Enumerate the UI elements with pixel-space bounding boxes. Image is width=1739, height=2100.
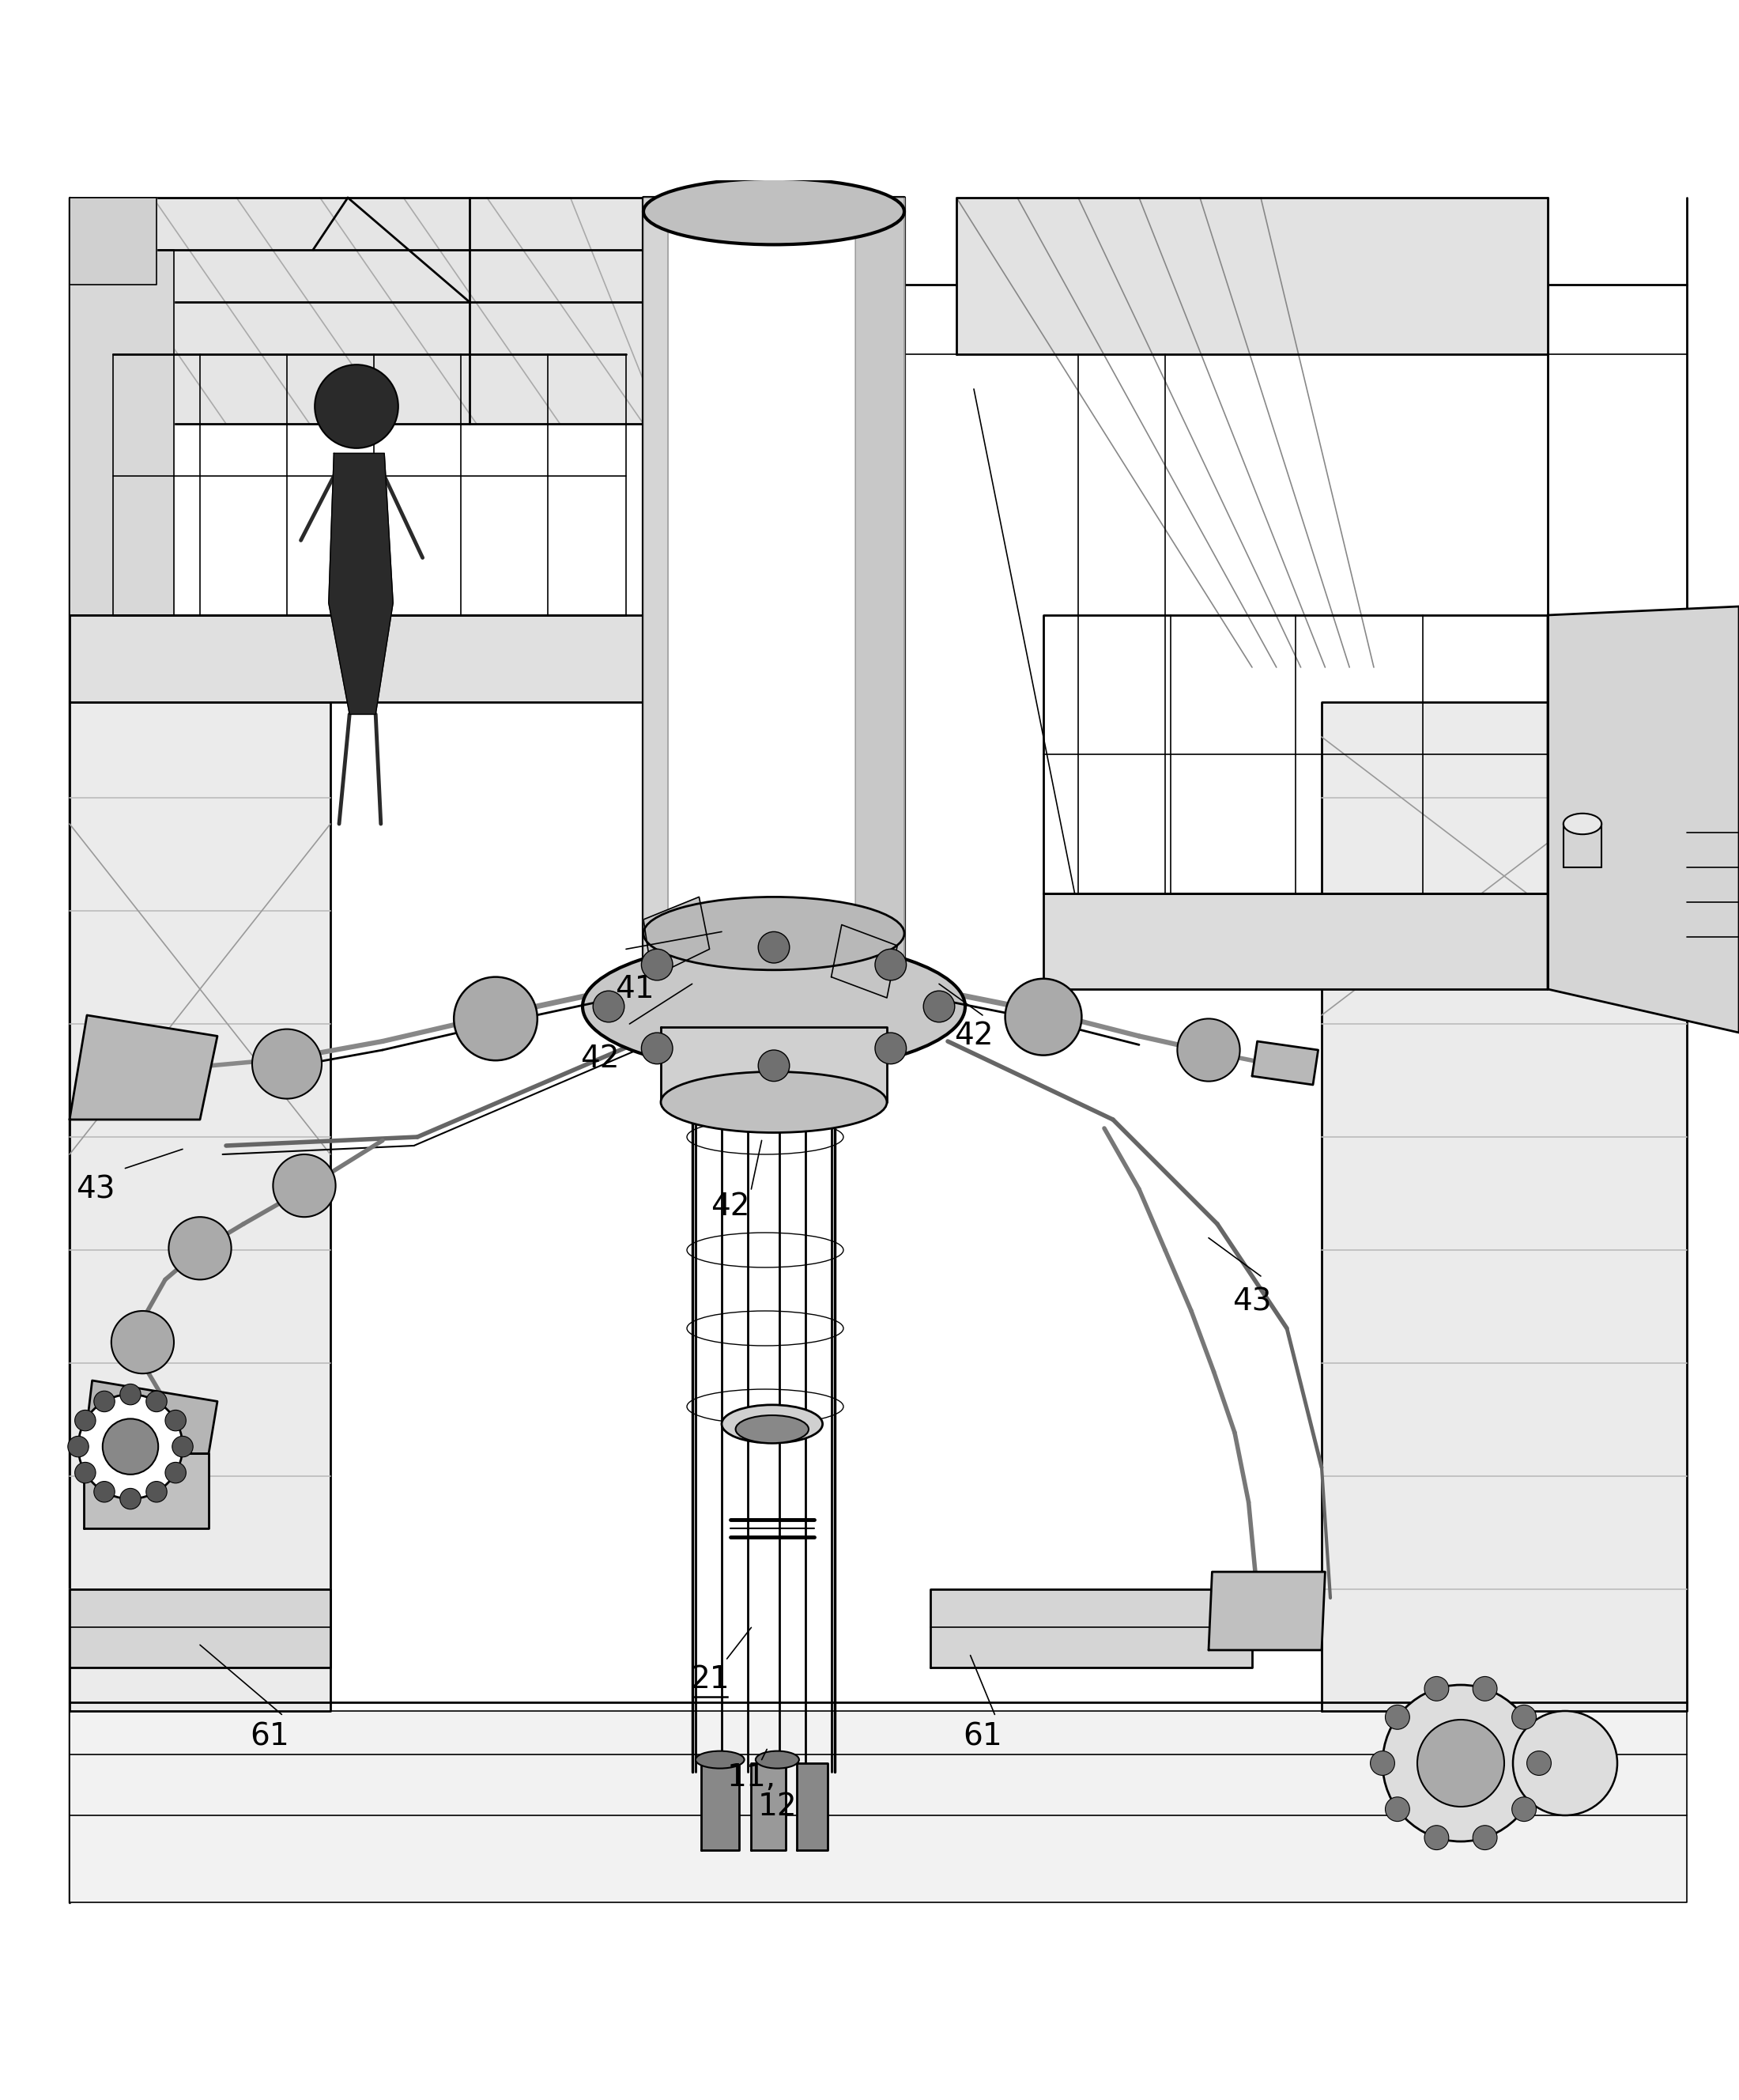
Polygon shape xyxy=(661,1027,887,1102)
Circle shape xyxy=(169,1218,231,1279)
Polygon shape xyxy=(701,1764,739,1850)
Text: 12: 12 xyxy=(758,1791,796,1821)
Ellipse shape xyxy=(736,1415,809,1443)
Circle shape xyxy=(1417,1720,1504,1806)
Circle shape xyxy=(78,1394,183,1499)
Polygon shape xyxy=(70,701,330,1711)
Circle shape xyxy=(758,1050,790,1082)
Polygon shape xyxy=(1209,1571,1325,1651)
Ellipse shape xyxy=(755,1751,798,1768)
Ellipse shape xyxy=(643,939,904,1004)
Polygon shape xyxy=(70,1711,1687,1903)
Text: 43: 43 xyxy=(77,1174,115,1203)
Polygon shape xyxy=(70,615,661,701)
Ellipse shape xyxy=(643,897,904,970)
Circle shape xyxy=(252,1029,322,1098)
Circle shape xyxy=(1177,1018,1240,1081)
Circle shape xyxy=(642,949,673,981)
Circle shape xyxy=(75,1462,96,1483)
Circle shape xyxy=(1386,1798,1410,1821)
Polygon shape xyxy=(856,197,904,972)
Text: 41: 41 xyxy=(616,974,654,1004)
Polygon shape xyxy=(796,1764,828,1850)
Circle shape xyxy=(94,1480,115,1501)
Circle shape xyxy=(454,976,537,1060)
Ellipse shape xyxy=(661,1071,887,1132)
Circle shape xyxy=(875,949,906,981)
Ellipse shape xyxy=(643,178,904,244)
Circle shape xyxy=(593,991,624,1023)
Circle shape xyxy=(103,1420,158,1474)
Circle shape xyxy=(1511,1798,1536,1821)
Text: 42: 42 xyxy=(955,1021,993,1052)
Circle shape xyxy=(1005,979,1082,1054)
Polygon shape xyxy=(70,197,661,424)
Polygon shape xyxy=(643,197,668,972)
Circle shape xyxy=(146,1390,167,1411)
Polygon shape xyxy=(70,197,157,286)
Circle shape xyxy=(758,932,790,964)
Polygon shape xyxy=(643,197,904,972)
Circle shape xyxy=(875,1033,906,1065)
Ellipse shape xyxy=(696,1751,744,1768)
Polygon shape xyxy=(70,1590,330,1667)
Ellipse shape xyxy=(1563,813,1602,834)
Ellipse shape xyxy=(583,941,965,1071)
Circle shape xyxy=(111,1310,174,1373)
Circle shape xyxy=(1370,1751,1395,1774)
Circle shape xyxy=(120,1489,141,1510)
Polygon shape xyxy=(956,197,1548,355)
Circle shape xyxy=(94,1390,115,1411)
Polygon shape xyxy=(831,924,897,998)
Text: 21: 21 xyxy=(690,1665,729,1695)
Text: 42: 42 xyxy=(581,1044,619,1073)
Text: 61: 61 xyxy=(250,1722,289,1751)
Circle shape xyxy=(1473,1676,1497,1701)
Circle shape xyxy=(642,1033,673,1065)
Circle shape xyxy=(165,1409,186,1430)
Circle shape xyxy=(75,1409,96,1430)
Circle shape xyxy=(1386,1705,1410,1728)
Polygon shape xyxy=(1322,701,1687,1711)
Text: 61: 61 xyxy=(963,1722,1002,1751)
Circle shape xyxy=(120,1384,141,1405)
Circle shape xyxy=(1383,1684,1539,1842)
Circle shape xyxy=(1527,1751,1551,1774)
Polygon shape xyxy=(83,1380,217,1453)
Text: 11,: 11, xyxy=(727,1762,776,1791)
Polygon shape xyxy=(1548,607,1739,1033)
Polygon shape xyxy=(83,1453,209,1529)
Polygon shape xyxy=(70,250,174,615)
Polygon shape xyxy=(643,897,710,977)
Circle shape xyxy=(172,1436,193,1457)
Polygon shape xyxy=(1252,1042,1318,1086)
Circle shape xyxy=(315,365,398,447)
Circle shape xyxy=(165,1462,186,1483)
Text: 42: 42 xyxy=(711,1191,750,1222)
Circle shape xyxy=(1511,1705,1536,1728)
Ellipse shape xyxy=(722,1405,823,1443)
Circle shape xyxy=(1513,1711,1617,1814)
Polygon shape xyxy=(1043,892,1548,989)
Polygon shape xyxy=(70,1014,217,1119)
Circle shape xyxy=(146,1480,167,1501)
Text: 43: 43 xyxy=(1233,1287,1271,1317)
Polygon shape xyxy=(930,1590,1252,1667)
Polygon shape xyxy=(329,454,393,714)
Circle shape xyxy=(1473,1825,1497,1850)
Circle shape xyxy=(1424,1676,1449,1701)
Circle shape xyxy=(1424,1825,1449,1850)
Circle shape xyxy=(273,1155,336,1218)
Circle shape xyxy=(923,991,955,1023)
Polygon shape xyxy=(751,1764,786,1850)
Circle shape xyxy=(68,1436,89,1457)
